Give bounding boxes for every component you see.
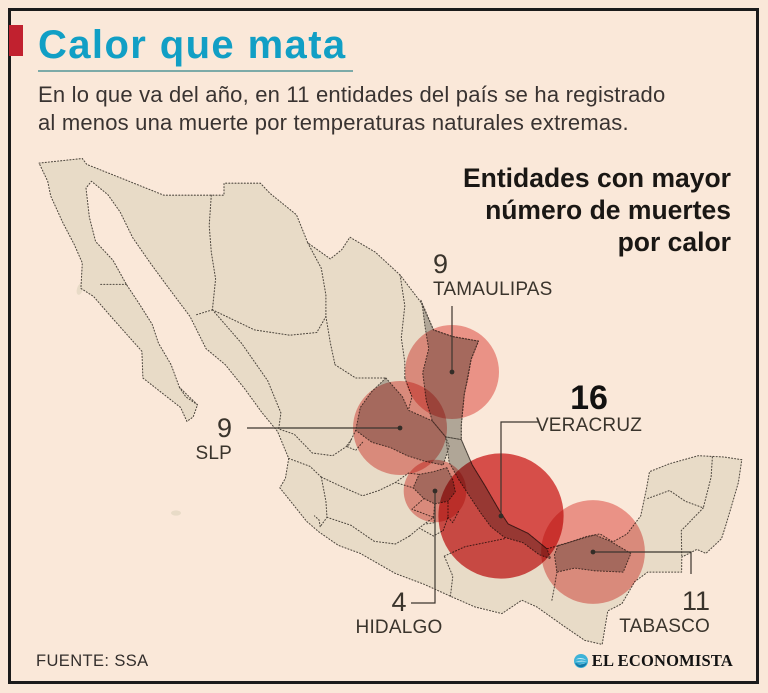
- hidalgo-value: 4: [391, 587, 407, 617]
- state-border-line: [278, 428, 357, 457]
- slp-value: 9: [216, 413, 232, 443]
- state-border-line: [443, 555, 454, 597]
- state-border-line: [702, 456, 713, 509]
- label-slp: 9 SLP: [132, 414, 232, 466]
- leader-dot-tamaulipas: [449, 369, 455, 375]
- brand-name: EL ECONOMISTA: [591, 651, 733, 670]
- leader-dot-slp: [397, 425, 403, 431]
- state-border-line: [208, 194, 217, 311]
- legend-line-1: Entidades con mayor: [462, 163, 731, 193]
- source-note: FUENTE: SSA: [36, 652, 149, 670]
- leader-line-tabasco: [593, 551, 692, 574]
- state-border-line: [313, 515, 321, 528]
- accent-red-square: [9, 25, 23, 56]
- state-border-line: [326, 516, 411, 545]
- state-border-line: [194, 309, 213, 316]
- state-border-line: [334, 364, 387, 379]
- state-border-line: [211, 309, 282, 430]
- intro-line-1: En lo que va del año, en 11 entidades de…: [38, 82, 666, 107]
- state-border-line: [288, 457, 322, 478]
- intro-text: En lo que va del año, en 11 entidades de…: [38, 81, 665, 136]
- state-border-line: [211, 309, 327, 336]
- state-border-line: [325, 315, 336, 366]
- leader-dot-hidalgo: [432, 488, 438, 494]
- hidalgo-name: HIDALGO: [355, 617, 443, 638]
- label-veracruz: 16 VERACRUZ: [489, 379, 689, 438]
- leader-line-veracruz: [500, 421, 538, 516]
- island-cedros: [76, 283, 84, 295]
- label-tamaulipas: 9 TAMAULIPAS: [433, 250, 553, 302]
- tabasco-name: TABASCO: [619, 616, 710, 637]
- brand-logo: EL ECONOMISTA: [573, 651, 733, 671]
- globe-swirl-1: [575, 658, 587, 660]
- country-outline: [38, 157, 743, 645]
- state-border-line: [345, 437, 364, 451]
- state-border-line: [399, 274, 406, 379]
- state-border-line: [178, 386, 199, 406]
- legend-title: Entidades con mayor número de muertes po…: [463, 162, 731, 258]
- island-marias: [171, 510, 181, 516]
- intro-line-2: al menos una muerte por temperaturas nat…: [38, 109, 629, 135]
- title-underline: [38, 70, 353, 72]
- globe-swirl-3: [576, 663, 586, 665]
- state-border-line: [320, 476, 414, 497]
- tabasco-value: 11: [681, 586, 710, 616]
- tamaulipas-name: TAMAULIPAS: [433, 279, 553, 300]
- label-hidalgo: 4 HIDALGO: [299, 588, 499, 640]
- page-title: Calor que mata: [38, 23, 347, 67]
- legend-line-3: por calor: [617, 227, 731, 257]
- el-economista-globe-icon: [573, 654, 588, 668]
- globe-swirl-2: [575, 660, 587, 662]
- veracruz-value: 16: [570, 379, 608, 417]
- state-border-line: [319, 476, 328, 528]
- leader-line-hidalgo: [411, 491, 436, 604]
- state-border-line: [409, 527, 444, 537]
- slp-name: SLP: [195, 443, 232, 464]
- label-tabasco: 11 TABASCO: [560, 587, 710, 639]
- state-border-line: [680, 507, 704, 558]
- tamaulipas-value: 9: [433, 249, 449, 279]
- leader-dot-veracruz: [498, 513, 504, 519]
- leader-dot-tabasco: [590, 549, 596, 555]
- legend-line-2: número de muertes: [485, 195, 731, 225]
- leader-lines: [247, 306, 692, 604]
- veracruz-name: VERACRUZ: [535, 415, 643, 436]
- state-border-line: [551, 571, 558, 601]
